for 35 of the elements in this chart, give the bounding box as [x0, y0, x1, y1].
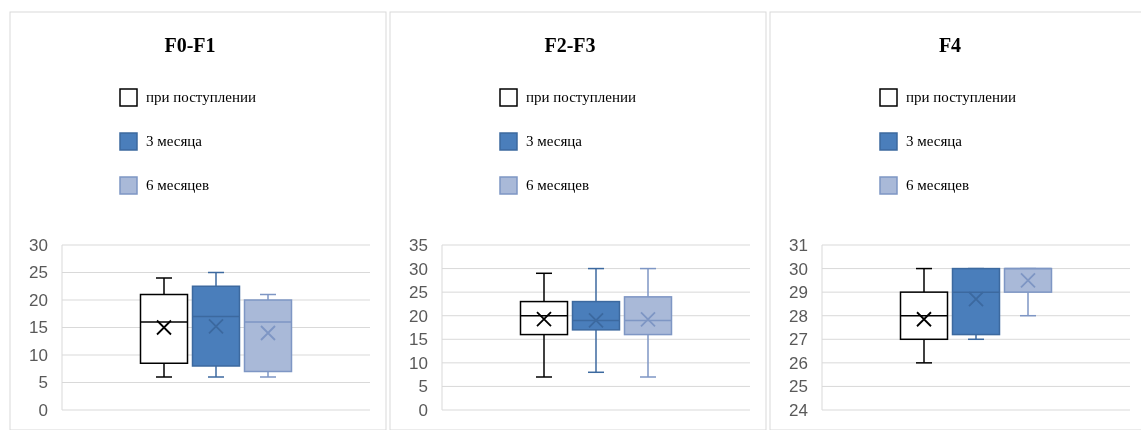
chart-title: F0-F1	[164, 34, 216, 56]
y-tick-label: 27	[789, 330, 808, 350]
y-tick-label: 25	[29, 263, 48, 283]
legend-label: при поступлении	[906, 89, 1016, 105]
legend-label: 6 месяцев	[906, 177, 970, 193]
y-tick-label: 25	[409, 283, 428, 303]
chart-title: F4	[938, 34, 962, 56]
legend-label: при поступлении	[526, 89, 636, 105]
y-tick-label: 30	[409, 259, 428, 279]
legend-label: 3 месяца	[526, 133, 583, 149]
chart-title: F2-F3	[544, 34, 596, 56]
y-tick-label: 15	[409, 330, 428, 350]
y-tick-label: 29	[789, 283, 808, 303]
legend-label: 6 месяцев	[526, 177, 590, 193]
legend-label: 3 месяца	[146, 133, 203, 149]
y-tick-label: 25	[789, 377, 808, 397]
y-tick-label: 10	[29, 345, 48, 365]
y-tick-label: 28	[789, 306, 808, 326]
legend-label: 3 месяца	[906, 133, 963, 149]
y-tick-label: 5	[418, 377, 428, 397]
y-tick-label: 26	[789, 353, 808, 373]
y-tick-label: 20	[29, 290, 48, 310]
legend-label: при поступлении	[146, 89, 256, 105]
y-tick-label: 35	[409, 235, 428, 255]
y-tick-label: 15	[29, 318, 48, 338]
y-tick-label: 20	[409, 306, 428, 326]
y-tick-label: 24	[789, 400, 808, 420]
y-tick-label: 30	[29, 235, 48, 255]
y-tick-label: 5	[38, 373, 48, 393]
y-tick-label: 31	[789, 235, 808, 255]
y-tick-label: 10	[409, 353, 428, 373]
y-tick-label: 0	[418, 400, 428, 420]
y-tick-label: 0	[38, 400, 48, 420]
y-tick-label: 30	[789, 259, 808, 279]
legend-label: 6 месяцев	[146, 177, 210, 193]
